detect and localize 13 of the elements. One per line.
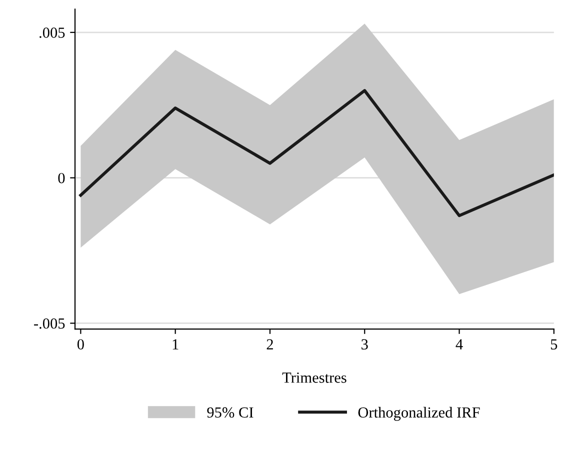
x-tick-label: 1: [172, 339, 178, 350]
x-tick-label: 4: [456, 339, 463, 350]
y-tick-label: -.005: [34, 318, 65, 329]
x-tick-label: 0: [77, 339, 84, 350]
x-axis-title: Trimestres: [282, 372, 346, 383]
x-tick-label: 5: [550, 339, 558, 350]
y-tick-label: 0: [58, 172, 65, 184]
text: 95% CI: [207, 407, 254, 418]
x-tick-label: 2: [266, 339, 273, 350]
y-tick-label: .005: [40, 28, 65, 38]
legend-label: Orthogonalized IRF: [358, 406, 480, 421]
x-tick-label: 3: [362, 339, 368, 350]
line-series: [79, 89, 554, 218]
